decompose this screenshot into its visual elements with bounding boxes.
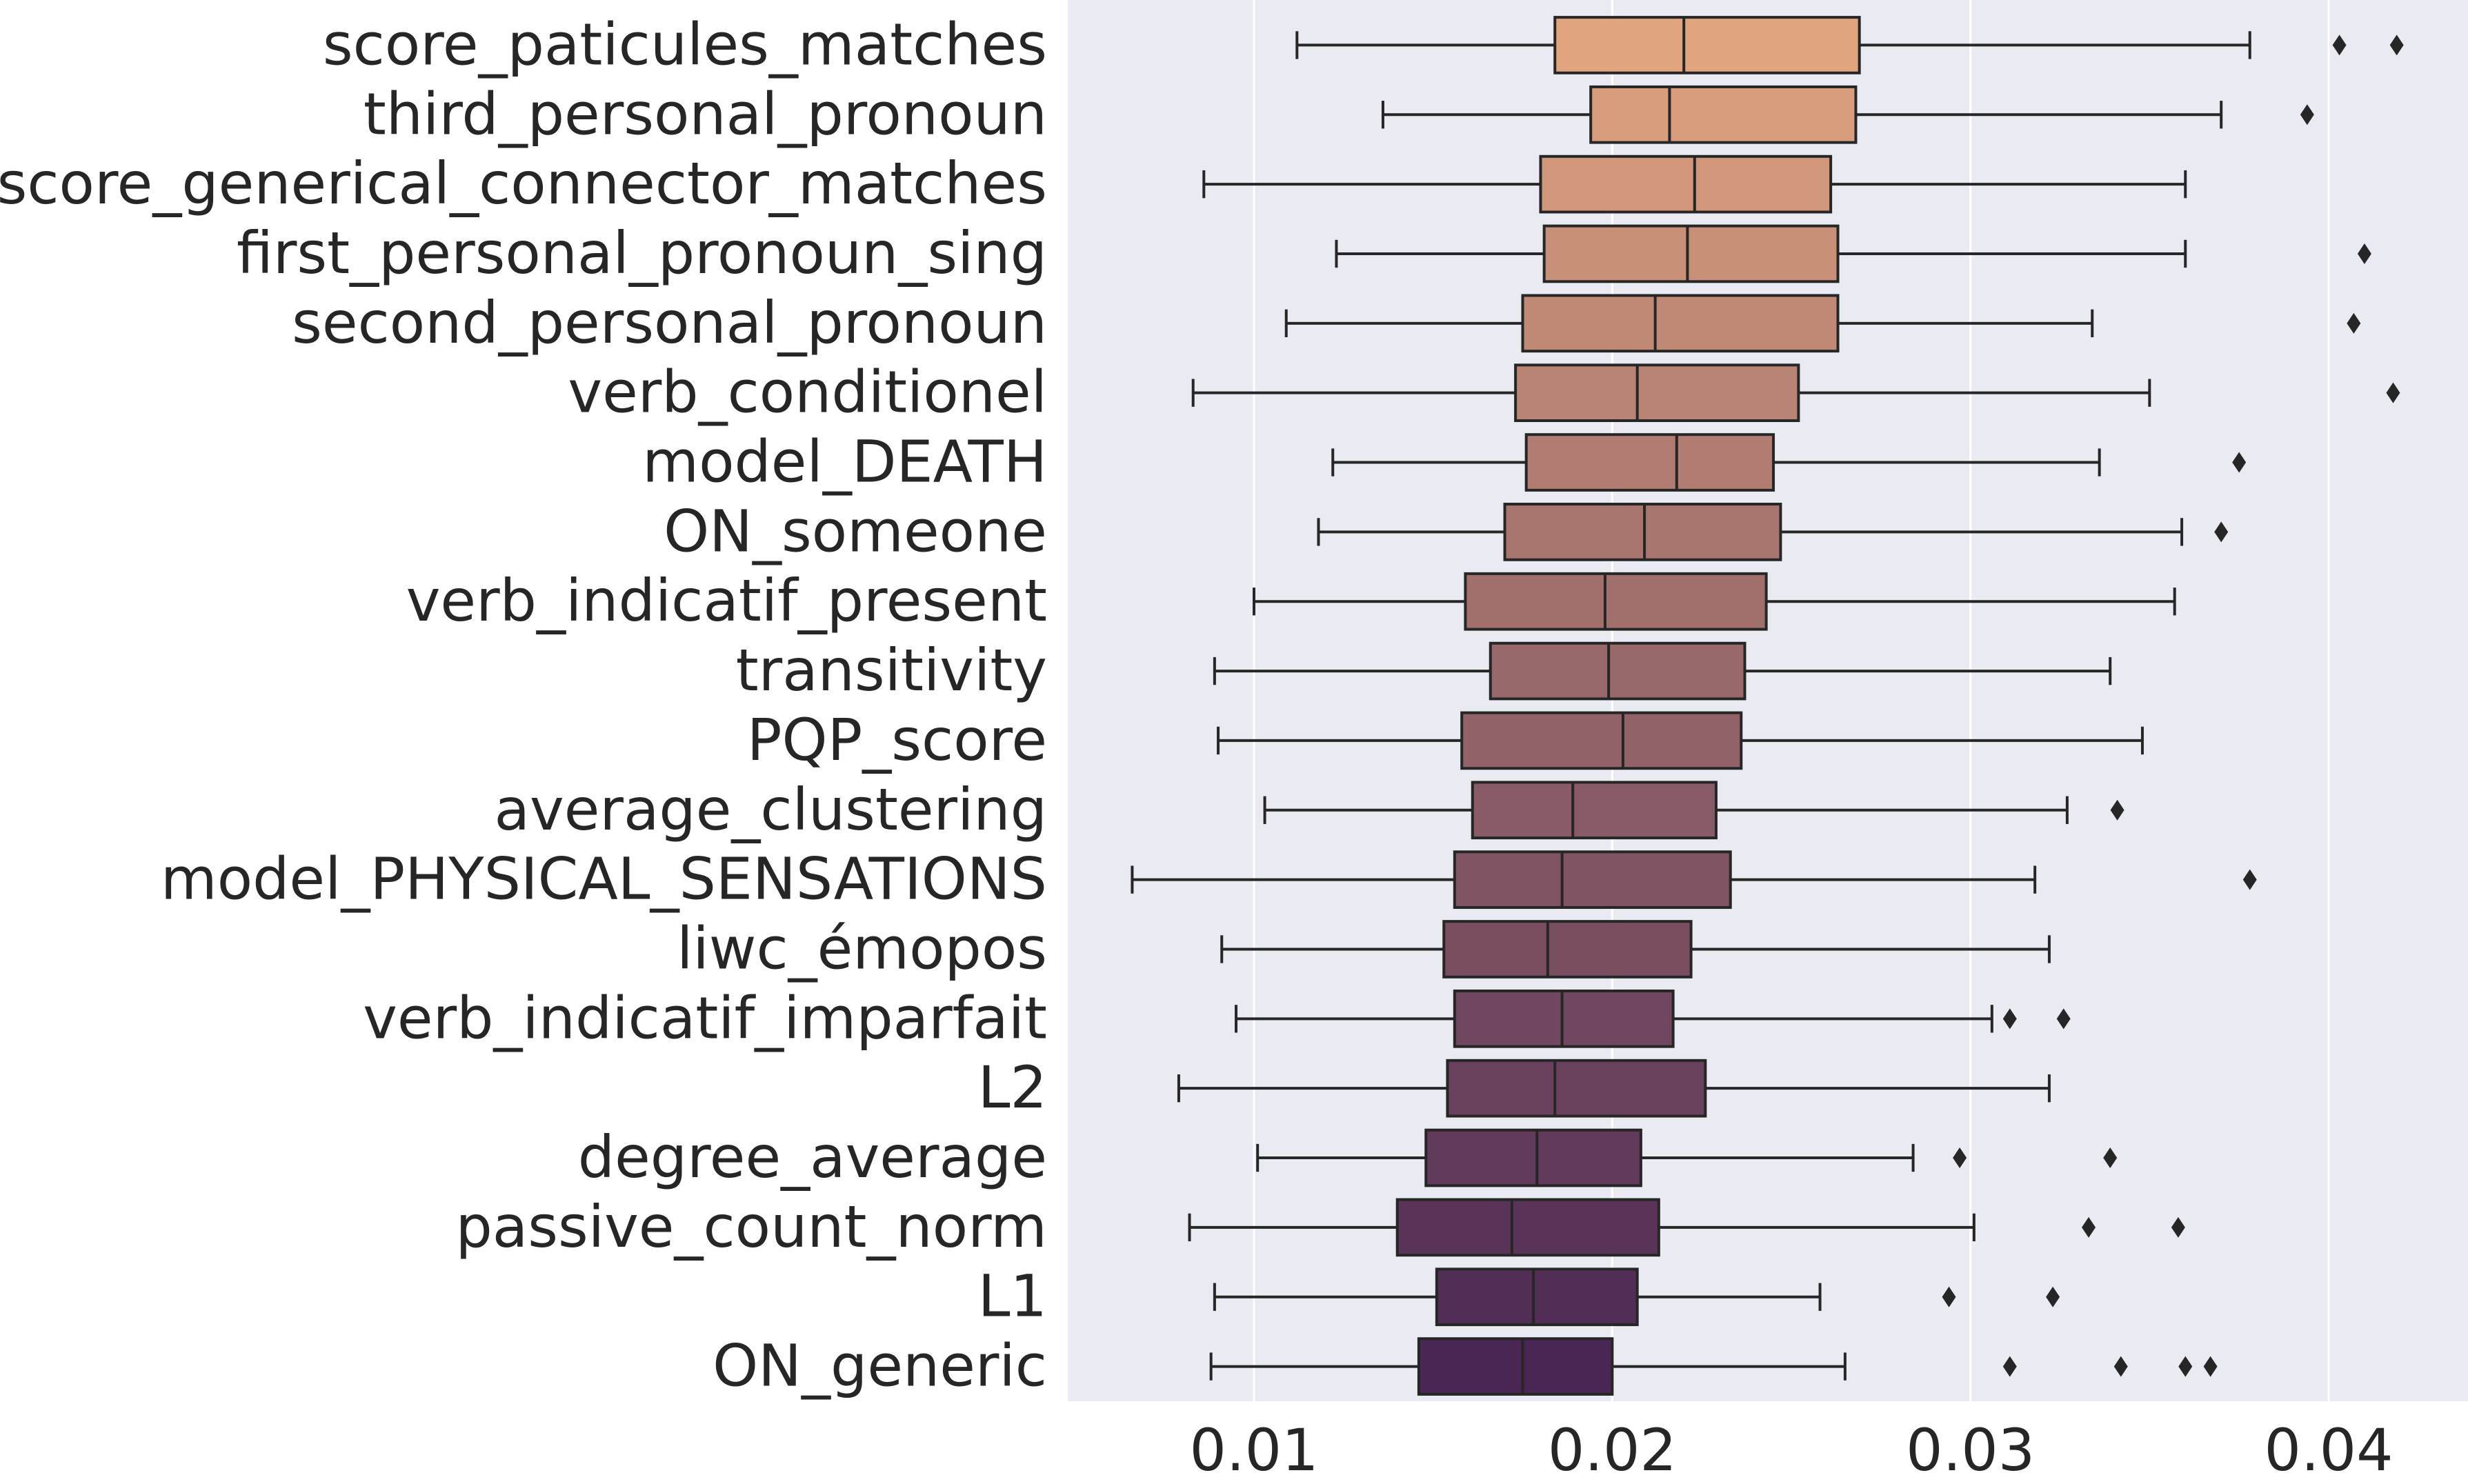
y-tick-label: first_personal_pronoun_sing <box>237 219 1047 287</box>
iqr-box <box>1489 641 1746 701</box>
y-tick-labels: score_paticules_matchesthird_personal_pr… <box>0 10 1047 1399</box>
y-tick-label: transitivity <box>736 636 1047 704</box>
box-series-11 <box>1217 711 2144 770</box>
y-tick-label: score_paticules_matches <box>323 10 1047 78</box>
outlier-point <box>2386 382 2400 403</box>
iqr-box <box>1395 1198 1660 1257</box>
iqr-box <box>1435 1267 1639 1327</box>
box-series-6 <box>1191 363 2400 423</box>
outlier-point <box>2347 312 2361 334</box>
box-series-9 <box>1253 572 2176 631</box>
outlier-point <box>2389 34 2404 56</box>
iqr-box <box>1442 920 1693 979</box>
iqr-box <box>1453 850 1732 909</box>
iqr-box <box>1417 1337 1614 1396</box>
box-series-17 <box>1256 1128 2118 1187</box>
box-series-12 <box>1263 781 2124 840</box>
y-tick-label: score_generical_connector_matches <box>0 150 1047 217</box>
outlier-point <box>1953 1147 1967 1169</box>
iqr-box <box>1542 224 1840 283</box>
box-series-20 <box>1209 1337 2218 1396</box>
y-tick-label: ON_generic <box>713 1332 1047 1400</box>
iqr-box <box>1424 1128 1642 1187</box>
box-series-3 <box>1202 154 2187 214</box>
y-tick-label: degree_average <box>578 1123 1047 1191</box>
y-tick-label: third_personal_pronoun <box>364 80 1047 148</box>
y-tick-label: L2 <box>978 1054 1047 1121</box>
outlier-point <box>2214 521 2229 543</box>
y-tick-label: average_clustering <box>495 776 1047 843</box>
iqr-box <box>1539 154 1833 214</box>
outlier-point <box>2113 1356 2128 1377</box>
outlier-point <box>2046 1286 2060 1307</box>
iqr-box <box>1521 294 1840 353</box>
x-tick-label: 0.04 <box>2264 1416 2393 1484</box>
box-series-4 <box>1335 224 2371 283</box>
outlier-point <box>2203 1356 2218 1377</box>
outlier-point <box>2171 1216 2185 1238</box>
box-series-13 <box>1131 850 2257 909</box>
box-series-10 <box>1213 641 2112 701</box>
y-tick-label: verb_indicatif_present <box>406 567 1047 634</box>
y-tick-label: verb_conditionel <box>568 359 1047 426</box>
box-series-5 <box>1284 294 2361 353</box>
iqr-box <box>1471 781 1718 840</box>
box-series-7 <box>1331 433 2247 492</box>
box-series-18 <box>1188 1198 2185 1257</box>
y-tick-label: model_DEATH <box>642 428 1047 496</box>
iqr-box <box>1464 572 1768 631</box>
iqr-box <box>1453 989 1675 1048</box>
y-tick-label: ON_someone <box>664 497 1047 565</box>
box-series-15 <box>1235 989 2071 1048</box>
y-tick-label: passive_count_norm <box>455 1193 1047 1261</box>
outlier-point <box>2056 1008 2071 1030</box>
iqr-box <box>1446 1059 1707 1118</box>
iqr-box <box>1503 503 1782 561</box>
x-tick-label: 0.02 <box>1548 1416 1677 1484</box>
outlier-point <box>2242 869 2257 890</box>
outlier-point <box>2002 1356 2017 1377</box>
outlier-point <box>2082 1216 2096 1238</box>
boxes-layer <box>1131 16 2404 1396</box>
iqr-box <box>1460 711 1743 770</box>
x-tick-label: 0.03 <box>1906 1416 2035 1484</box>
iqr-box <box>1553 16 1861 74</box>
outlier-point <box>2110 799 2124 821</box>
y-tick-label: model_PHYSICAL_SENSATIONS <box>161 845 1047 913</box>
y-tick-label: PQP_score <box>747 706 1047 774</box>
iqr-box <box>1524 433 1775 492</box>
box-series-16 <box>1177 1059 2051 1118</box>
outlier-point <box>2103 1147 2118 1169</box>
outlier-point <box>2357 243 2371 264</box>
outlier-point <box>1942 1286 1956 1307</box>
box-series-19 <box>1213 1267 2060 1327</box>
box-series-1 <box>1295 16 2404 74</box>
outlier-point <box>2300 104 2314 126</box>
iqr-box <box>1589 85 1858 144</box>
box-series-14 <box>1220 920 2051 979</box>
outlier-point <box>2232 452 2247 473</box>
y-tick-label: second_personal_pronoun <box>292 289 1047 357</box>
y-tick-label: liwc_émopos <box>677 914 1047 982</box>
outlier-point <box>2002 1008 2017 1030</box>
outlier-point <box>2332 34 2347 56</box>
x-tick-label: 0.01 <box>1189 1416 1318 1484</box>
outlier-point <box>2178 1356 2193 1377</box>
y-tick-label: L1 <box>978 1263 1047 1330</box>
y-tick-label: verb_indicatif_imparfait <box>363 984 1047 1052</box>
x-tick-labels: 0.01 0.02 0.03 0.04 <box>1189 1416 2393 1484</box>
iqr-box <box>1514 363 1800 423</box>
box-series-2 <box>1381 85 2314 144</box>
box-series-8 <box>1317 503 2229 561</box>
